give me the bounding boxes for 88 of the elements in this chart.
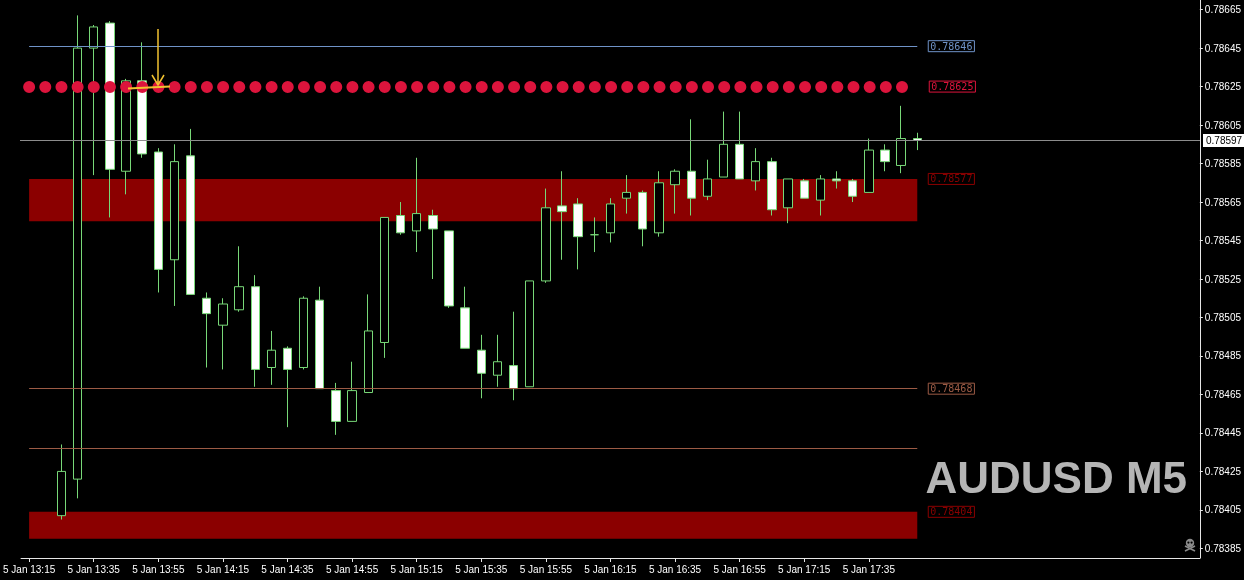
x-tick-label: 5 Jan 14:15 [196, 563, 250, 575]
candlestick [493, 334, 502, 388]
candlestick [380, 216, 389, 359]
x-tick-label: 5 Jan 15:15 [390, 563, 444, 575]
x-tick-label: 5 Jan 13:35 [67, 563, 121, 575]
candlestick [590, 216, 599, 253]
candlestick [347, 361, 357, 422]
candlestick [913, 132, 922, 151]
y-tick-label: 0.78405 [1204, 504, 1242, 516]
candlestick [525, 280, 534, 388]
candlestick [816, 174, 825, 216]
candlestick [670, 168, 680, 215]
candlestick [735, 111, 744, 180]
candlestick [477, 334, 486, 399]
y-tick-label: 0.78445 [1204, 427, 1242, 439]
y-tick-label: 0.78545 [1204, 235, 1242, 247]
x-tick-label: 5 Jan 15:35 [455, 563, 508, 575]
candlestick [687, 118, 696, 216]
x-tick-label: 5 Jan 13:55 [132, 563, 185, 575]
ref-line-label: 0.78468 [930, 383, 973, 395]
y-tick-label: 0.78385 [1204, 542, 1242, 554]
x-tick-label: 5 Jan 14:55 [325, 563, 379, 575]
candlestick [89, 24, 98, 176]
y-tick-label: 0.78465 [1204, 388, 1242, 400]
candlestick [880, 143, 890, 172]
candlestick [509, 311, 518, 401]
candlestick [267, 330, 276, 386]
candlestick [541, 188, 551, 284]
y-tick-label: 0.78525 [1204, 273, 1242, 285]
band-label: 0.78404 [930, 506, 973, 518]
candlestick [218, 297, 228, 370]
x-tick-label: 5 Jan 17:15 [778, 563, 831, 575]
candlestick [703, 159, 712, 201]
y-tick-label: 0.78645 [1204, 42, 1242, 54]
candlestick [896, 105, 906, 174]
band-label: 0.78577 [930, 173, 973, 185]
candlestick [396, 201, 405, 236]
candlestick [315, 286, 324, 390]
candlestick [331, 382, 341, 436]
candlestick [783, 178, 793, 224]
candlestick [606, 197, 615, 243]
ref-line-label: 0.78597 [1206, 134, 1243, 146]
candlestick [364, 293, 373, 394]
candlestick [202, 291, 211, 369]
y-tick-label: 0.78585 [1204, 158, 1242, 170]
candlestick [428, 209, 438, 280]
y-tick-label: 0.78505 [1204, 311, 1242, 323]
candlestick [412, 157, 421, 253]
candlestick [299, 295, 308, 370]
y-tick-label: 0.78485 [1204, 350, 1242, 362]
candlestick [719, 111, 728, 178]
x-tick-label: 5 Jan 15:55 [519, 563, 573, 575]
candlestick [444, 230, 454, 309]
candlestick [751, 147, 760, 191]
text: AUDUSD M5 [925, 452, 1188, 502]
x-tick-label: 5 Jan 17:35 [842, 563, 896, 575]
candlestick [767, 157, 777, 216]
y-tick-label: 0.78625 [1204, 81, 1242, 93]
x-tick-label: 5 Jan 16:55 [713, 563, 767, 575]
candlestick [557, 170, 567, 261]
y-tick-label: 0.78565 [1204, 196, 1242, 208]
candlestick [800, 178, 809, 199]
candlestick [573, 197, 583, 270]
candlestick [170, 143, 179, 307]
candlestick [57, 443, 66, 521]
candlestick [251, 274, 260, 388]
candlestick [154, 147, 163, 293]
candlestick [73, 14, 82, 499]
candlestick [638, 189, 647, 247]
y-tick-label: 0.78425 [1204, 465, 1242, 477]
ref-line-label: 0.78646 [930, 40, 973, 52]
x-tick-label: 5 Jan 13:15 [2, 563, 56, 575]
candlestick [832, 170, 841, 190]
x-tick-label: 5 Jan 16:35 [648, 563, 702, 575]
candlestick [460, 286, 470, 349]
candlestick [864, 138, 874, 193]
y-tick-label: 0.78605 [1204, 119, 1242, 131]
candlestick [234, 245, 244, 313]
candlestick [186, 128, 195, 295]
candlestick [654, 170, 664, 238]
candlestick [105, 20, 115, 218]
candlestick [622, 174, 631, 215]
x-tick-label: 5 Jan 14:35 [261, 563, 315, 575]
x-tick-label: 5 Jan 16:15 [584, 563, 638, 575]
candlestick [283, 345, 292, 428]
y-tick-label: 0.78665 [1204, 4, 1242, 16]
ref-line-label: 0.78625 [931, 81, 974, 93]
candlestick [848, 178, 857, 203]
